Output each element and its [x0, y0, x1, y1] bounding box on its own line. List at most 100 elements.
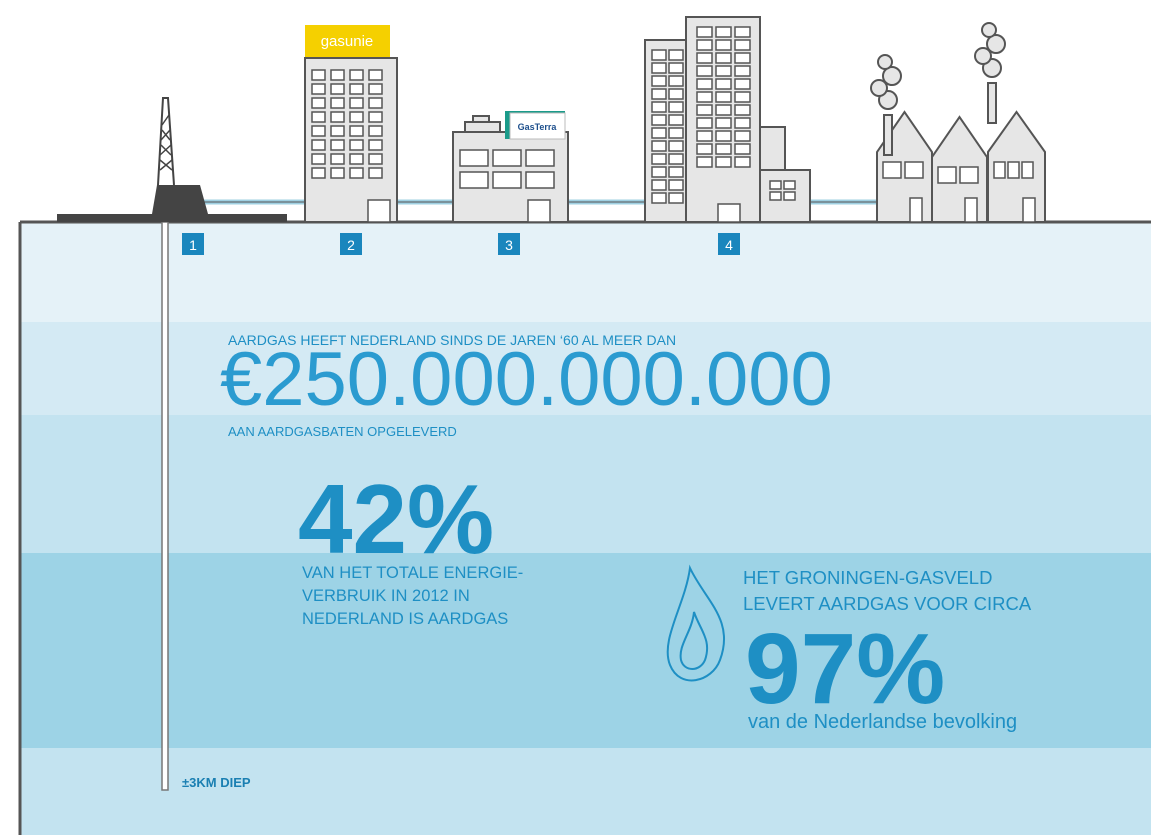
door [910, 198, 922, 222]
smoke [878, 55, 892, 69]
window [350, 84, 363, 94]
door [1023, 198, 1035, 222]
window [697, 53, 712, 63]
window [669, 63, 683, 73]
window [697, 118, 712, 128]
window [669, 154, 683, 164]
window [350, 154, 363, 164]
window [350, 126, 363, 136]
window [994, 162, 1005, 178]
window [331, 98, 344, 108]
window [697, 40, 712, 50]
smoke [982, 23, 996, 37]
revenue-amount: €250.000.000.000 [220, 337, 833, 422]
window [350, 70, 363, 80]
window [697, 92, 712, 102]
window [331, 154, 344, 164]
window [716, 92, 731, 102]
window [652, 128, 666, 138]
window [669, 102, 683, 112]
window [312, 140, 325, 150]
window [735, 79, 750, 89]
window [652, 115, 666, 125]
energy-line: VAN HET TOTALE ENERGIE- [302, 564, 523, 582]
window [652, 167, 666, 177]
energy-line: VERBRUIK IN 2012 IN [302, 587, 470, 605]
window [369, 154, 382, 164]
infographic: gasunie GasTerra 1234 AARDGAS HEEFT NEDE… [0, 0, 1151, 835]
window [669, 50, 683, 60]
band [20, 415, 1151, 553]
window [331, 140, 344, 150]
window [735, 27, 750, 37]
window [652, 50, 666, 60]
window [369, 70, 382, 80]
window [735, 105, 750, 115]
depth-label: ±3KM DIEP [182, 775, 251, 790]
window [350, 140, 363, 150]
window [331, 70, 344, 80]
window [770, 181, 781, 189]
window [669, 115, 683, 125]
window [652, 89, 666, 99]
window [652, 141, 666, 151]
door [965, 198, 977, 222]
window [697, 105, 712, 115]
window [716, 157, 731, 167]
window [735, 118, 750, 128]
window [526, 150, 554, 166]
window [669, 193, 683, 203]
window [493, 172, 521, 188]
window [716, 79, 731, 89]
window [1022, 162, 1033, 178]
window [883, 162, 901, 178]
window [669, 89, 683, 99]
window [652, 193, 666, 203]
marker-label: 3 [505, 237, 513, 253]
window [735, 157, 750, 167]
platform [57, 214, 287, 222]
band [20, 748, 1151, 835]
chimney [884, 115, 892, 155]
window [312, 84, 325, 94]
window [669, 76, 683, 86]
window [369, 98, 382, 108]
rig-base [152, 185, 208, 214]
derrick [158, 98, 174, 185]
groningen-line: HET GRONINGEN-GASVELD [743, 567, 992, 588]
logo-gasterra: GasTerra [518, 122, 558, 132]
marker-label: 1 [189, 237, 197, 253]
window [669, 180, 683, 190]
window [735, 144, 750, 154]
window [526, 172, 554, 188]
door [368, 200, 390, 222]
window [716, 144, 731, 154]
window [716, 27, 731, 37]
groningen-outro: van de Nederlandse bevolking [748, 711, 1017, 733]
chimney [988, 83, 996, 123]
window [652, 63, 666, 73]
window [652, 180, 666, 190]
window [735, 92, 750, 102]
rooftop [473, 116, 489, 122]
window [350, 112, 363, 122]
window [369, 140, 382, 150]
window [312, 98, 325, 108]
window [669, 167, 683, 177]
logo-gasunie: gasunie [321, 33, 374, 50]
window [369, 84, 382, 94]
window [716, 66, 731, 76]
window [697, 144, 712, 154]
window [784, 181, 795, 189]
window [697, 79, 712, 89]
window [905, 162, 923, 178]
groningen-figure: 97% [745, 613, 945, 725]
groningen-line: LEVERT AARDGAS VOOR CIRCA [743, 593, 1032, 614]
window [669, 128, 683, 138]
marker-label: 2 [347, 237, 355, 253]
window [331, 84, 344, 94]
window [960, 167, 978, 183]
window [312, 112, 325, 122]
window [460, 172, 488, 188]
window [716, 118, 731, 128]
